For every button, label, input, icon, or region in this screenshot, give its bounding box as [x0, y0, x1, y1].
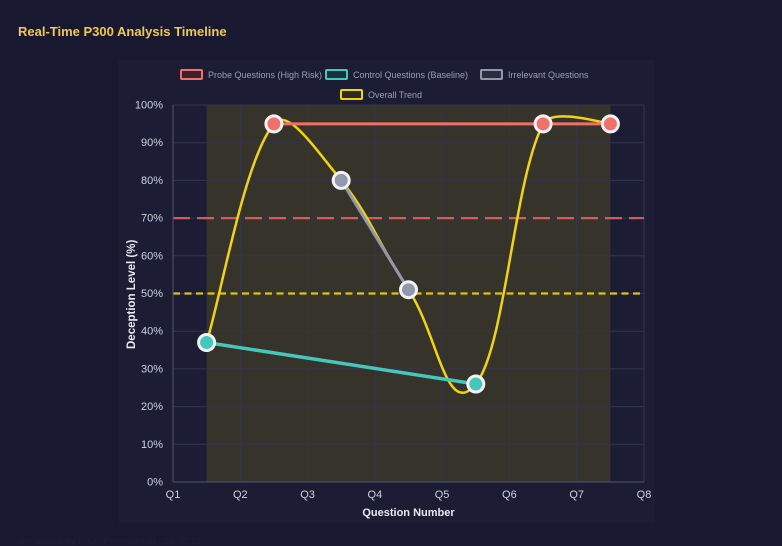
svg-text:10%: 10%	[141, 439, 163, 451]
svg-text:Q5: Q5	[435, 489, 450, 501]
svg-text:Q8: Q8	[637, 489, 652, 501]
svg-text:Q1: Q1	[166, 489, 181, 501]
svg-text:90%: 90%	[141, 137, 163, 149]
svg-text:50%: 50%	[141, 288, 163, 300]
svg-text:Q7: Q7	[569, 489, 584, 501]
svg-text:Q6: Q6	[502, 489, 517, 501]
svg-text:Q4: Q4	[368, 489, 383, 501]
svg-text:20%: 20%	[141, 401, 163, 413]
svg-text:30%: 30%	[141, 363, 163, 375]
svg-text:80%: 80%	[141, 175, 163, 187]
svg-text:Q3: Q3	[300, 489, 315, 501]
svg-text:40%: 40%	[141, 326, 163, 338]
svg-text:70%: 70%	[141, 213, 163, 225]
svg-text:0%: 0%	[147, 477, 163, 489]
svg-text:100%: 100%	[135, 100, 163, 112]
svg-text:60%: 60%	[141, 250, 163, 262]
svg-text:Q2: Q2	[233, 489, 248, 501]
